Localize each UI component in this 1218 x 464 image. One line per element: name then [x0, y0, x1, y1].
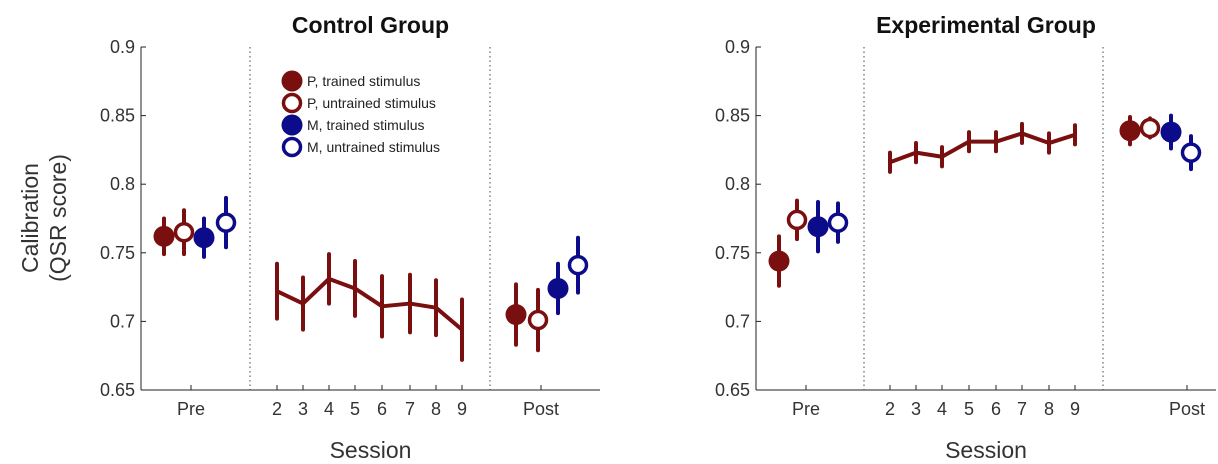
y-tick-label: 0.8	[110, 174, 135, 194]
control-group-panel: Control Group 0.65 0.7 0.75 0.8 0.85 0.9 Pre 2 3 4…	[100, 12, 600, 463]
legend-marker-p-trained-stimulus	[281, 70, 303, 92]
y-tick-label: 0.9	[725, 37, 750, 57]
legend: P, trained stimulus P, untrained stimulus…	[281, 70, 440, 158]
x-tick-label: 2	[885, 399, 895, 419]
x-tick-label: 6	[377, 399, 387, 419]
x-tick-label: 9	[457, 399, 467, 419]
legend-marker-m-untrained-stimulus	[281, 136, 303, 158]
y-tick-label: 0.75	[715, 243, 750, 263]
x-tick-label: 2	[272, 399, 282, 419]
y-axis-label-line1: Calibration	[17, 163, 43, 273]
x-axis-label: Session	[330, 437, 412, 463]
y-tick-label: 0.75	[100, 243, 135, 263]
y-tick-label: 0.85	[100, 106, 135, 126]
post-marker-p-trained-stimulus	[1119, 120, 1141, 142]
legend-label: P, trained stimulus	[307, 73, 420, 89]
pre-marker-m-untrained-stimulus	[827, 212, 849, 233]
x-tick-label: 8	[431, 399, 441, 419]
post-marker-m-untrained-stimulus	[1180, 142, 1202, 163]
x-tick-label: 7	[1017, 399, 1027, 419]
post-marker-m-trained-stimulus	[1160, 121, 1182, 143]
session-line	[276, 276, 464, 332]
x-tick-label: Post	[523, 399, 559, 419]
post-marker-m-untrained-stimulus	[567, 254, 589, 276]
y-axis-label-line2: (QSR score)	[45, 154, 71, 282]
x-axis-label: Session	[945, 437, 1027, 463]
pre-marker-m-trained-stimulus	[193, 227, 215, 249]
x-tick-label: 5	[964, 399, 974, 419]
y-tick-label: 0.9	[110, 37, 135, 57]
legend-label: M, untrained stimulus	[307, 139, 440, 155]
pre-marker-m-trained-stimulus	[807, 216, 829, 238]
chart-title: Control Group	[292, 12, 449, 38]
x-tick-label: 6	[991, 399, 1001, 419]
post-marker-p-untrained-stimulus	[1139, 117, 1161, 139]
y-tick-label: 0.7	[725, 311, 750, 331]
x-tick-label: 7	[405, 399, 415, 419]
y-tick-label: 0.65	[715, 380, 750, 400]
x-tick-label: Pre	[792, 399, 820, 419]
pre-marker-p-untrained-stimulus	[173, 221, 195, 243]
y-tick-label: 0.65	[100, 380, 135, 400]
y-tick-label: 0.7	[110, 311, 135, 331]
session-line	[889, 131, 1076, 165]
legend-label: M, trained stimulus	[307, 117, 424, 133]
y-tick-label: 0.8	[725, 174, 750, 194]
pre-marker-p-trained-stimulus	[768, 250, 790, 272]
x-tick-label: 8	[1044, 399, 1054, 419]
experimental-group-panel: Experimental Group 0.65 0.7 0.75 0.8 0.85 0.9 P…	[715, 12, 1216, 463]
legend-label: P, untrained stimulus	[307, 95, 436, 111]
x-tick-label: 4	[937, 399, 947, 419]
chart-title: Experimental Group	[876, 12, 1096, 38]
x-tick-label: 5	[350, 399, 360, 419]
x-tick-label: Post	[1169, 399, 1205, 419]
legend-marker-p-untrained-stimulus	[281, 92, 303, 114]
x-tick-label: Pre	[177, 399, 205, 419]
post-marker-m-trained-stimulus	[547, 277, 569, 299]
x-tick-label: 4	[324, 399, 334, 419]
legend-marker-m-trained-stimulus	[281, 114, 303, 136]
pre-marker-p-trained-stimulus	[153, 225, 175, 247]
post-marker-p-trained-stimulus	[505, 304, 527, 326]
pre-marker-p-untrained-stimulus	[786, 209, 808, 231]
y-tick-label: 0.85	[715, 106, 750, 126]
post-marker-p-untrained-stimulus	[527, 309, 549, 331]
x-tick-label: 3	[911, 399, 921, 419]
x-tick-label: 3	[298, 399, 308, 419]
x-tick-label: 9	[1070, 399, 1080, 419]
pre-marker-m-untrained-stimulus	[215, 212, 237, 233]
